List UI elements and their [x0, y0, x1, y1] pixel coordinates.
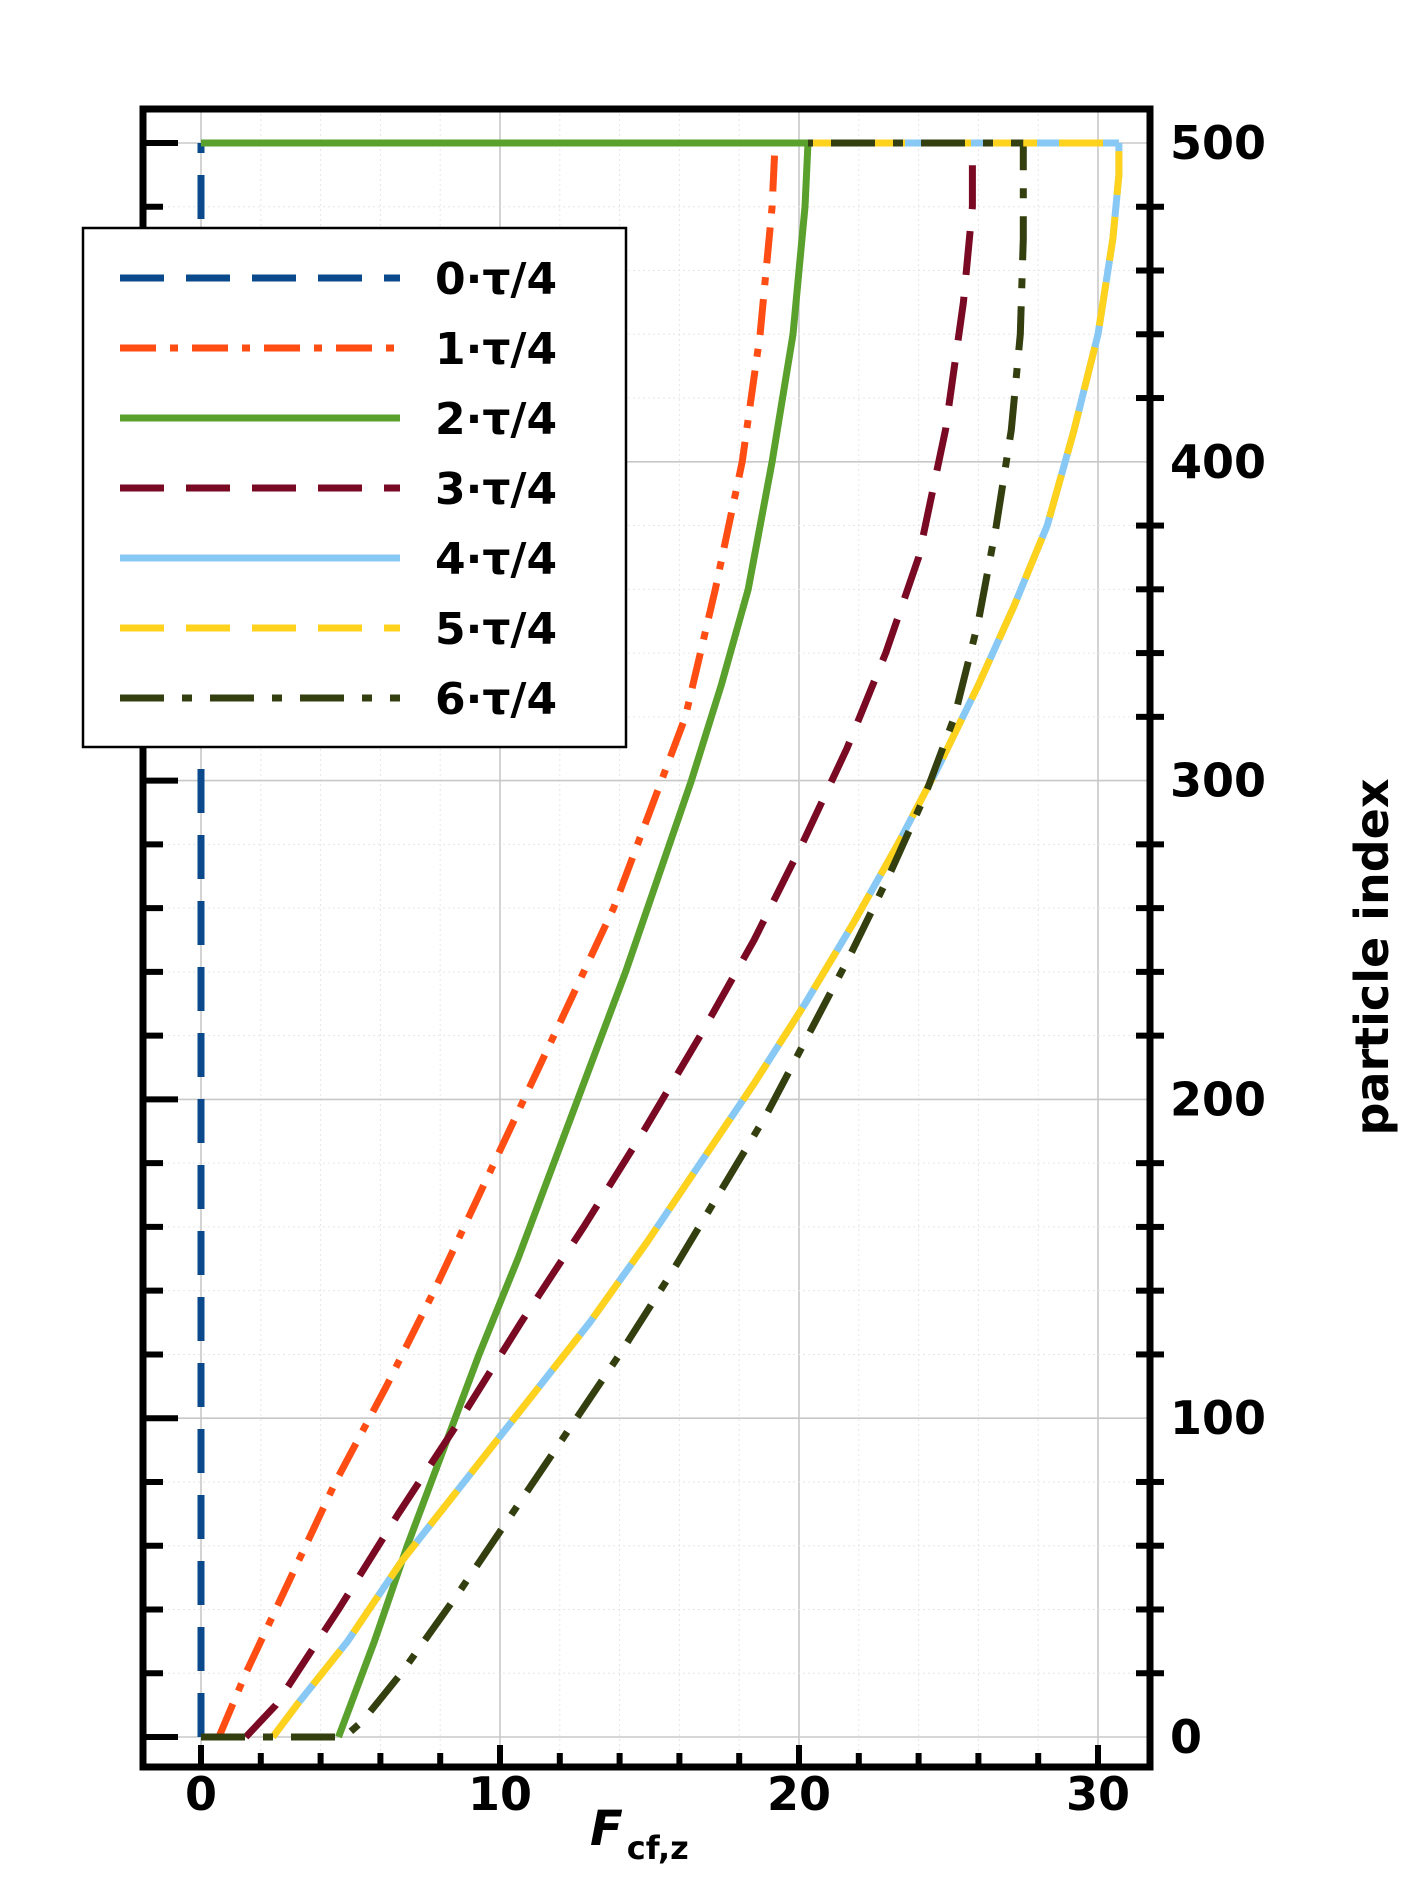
y-tick-label: 0 — [1170, 1710, 1202, 1764]
y-tick-label: 400 — [1170, 435, 1266, 489]
legend-label-0: 0·τ/4 — [435, 254, 557, 305]
legend-label-6: 6·τ/4 — [435, 674, 557, 725]
y-tick-label: 100 — [1170, 1391, 1266, 1445]
x-axis-label-main: F — [590, 1801, 623, 1857]
x-tick-label: 10 — [468, 1767, 532, 1821]
y-tick-label: 300 — [1170, 754, 1266, 808]
legend-label-5: 5·τ/4 — [435, 604, 557, 655]
y-tick-label: 500 — [1170, 116, 1266, 170]
legend-label-2: 2·τ/4 — [435, 394, 557, 445]
legend-label-4: 4·τ/4 — [435, 534, 557, 585]
x-tick-label: 20 — [767, 1767, 831, 1821]
series-line-6 — [201, 143, 1027, 1741]
legend-label-3: 3·τ/4 — [435, 464, 557, 515]
y-axis-label: particle index — [1345, 779, 1399, 1136]
x-axis-label-sub: cf,z — [627, 1829, 689, 1867]
y-tick-label: 200 — [1170, 1072, 1266, 1126]
series-group — [197, 139, 1123, 1741]
series-line-3 — [243, 143, 976, 1740]
legend: 0·τ/4 1·τ/4 2·τ/4 3·τ/4 4·τ/4 5·τ/4 6·τ/4 — [81, 226, 628, 749]
x-tick-label: 30 — [1066, 1767, 1130, 1821]
series-line-1 — [215, 142, 779, 1739]
legend-label-1: 1·τ/4 — [435, 324, 557, 375]
x-tick-label: 0 — [185, 1767, 217, 1821]
plot-frame — [139, 105, 1154, 1771]
series-line-5 — [269, 143, 1123, 1740]
